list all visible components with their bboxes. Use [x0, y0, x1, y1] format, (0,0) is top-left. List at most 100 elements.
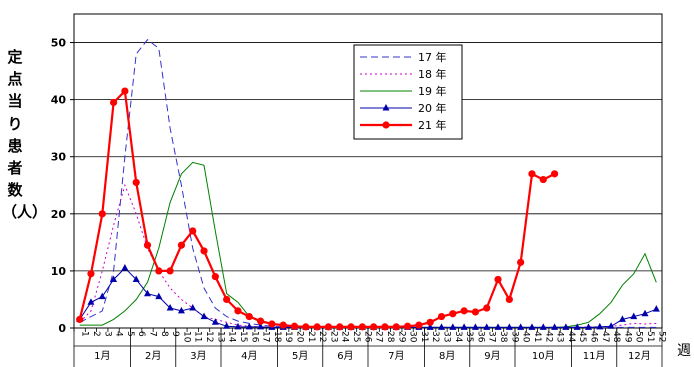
y-tick-label: 50 [51, 37, 67, 50]
data-point-circle [426, 318, 434, 326]
data-point-circle [358, 323, 366, 331]
x-tick-label: 6 [136, 331, 146, 337]
data-point-circle [268, 320, 276, 328]
data-point-triangle [223, 322, 231, 329]
month-label: 2月 [145, 350, 161, 362]
data-point-circle [132, 178, 140, 187]
x-tick-label: 5 [125, 331, 135, 337]
data-point-circle [177, 241, 186, 249]
data-point-circle [460, 307, 468, 315]
data-point-circle [415, 321, 423, 329]
data-point-triangle [494, 323, 502, 330]
y-tick-label: 30 [51, 151, 67, 164]
y-tick-label: 40 [51, 94, 67, 107]
x-tick-label: 16 [249, 331, 259, 343]
y-tick-label: 20 [51, 208, 67, 221]
data-point-triangle [166, 304, 174, 311]
x-tick-label: 9 [170, 331, 180, 337]
x-tick-label: 35 [464, 331, 474, 342]
data-point-circle [245, 312, 253, 321]
data-point-circle [200, 247, 208, 255]
data-point-circle [550, 170, 559, 178]
data-point-triangle [449, 323, 457, 330]
x-tick-label: 4 [114, 331, 124, 337]
legend-box [353, 44, 463, 140]
data-point-triangle [200, 312, 208, 320]
x-axis-unit-label: 週 [677, 343, 691, 359]
data-point-circle [98, 210, 106, 218]
data-point-triangle [517, 323, 525, 330]
data-point-circle [143, 241, 152, 249]
data-point-triangle [87, 298, 95, 305]
data-point-triangle [98, 292, 106, 300]
data-point-circle [403, 322, 412, 330]
data-point-triangle [641, 309, 649, 317]
data-point-triangle [539, 323, 547, 330]
data-point-triangle [652, 305, 660, 312]
data-point-triangle [585, 323, 592, 330]
x-tick-label: 37 [487, 331, 497, 342]
x-tick-label: 27 [374, 331, 384, 342]
legend-label: 19 年 [418, 84, 447, 98]
x-tick-label: 41 [532, 331, 542, 342]
data-point-triangle [483, 323, 491, 330]
data-point-triangle [211, 318, 219, 325]
data-point-circle [483, 304, 491, 312]
data-point-triangle [630, 312, 638, 320]
data-point-triangle [177, 306, 185, 314]
legend-label: 18 年 [418, 67, 447, 81]
x-tick-label: 18 [272, 331, 282, 343]
data-point-triangle [471, 323, 479, 330]
x-tick-label: 46 [589, 331, 599, 343]
month-label: 1月 [94, 350, 110, 362]
x-tick-label: 7 [148, 331, 158, 337]
month-label: 5月 [292, 350, 308, 362]
data-point-triangle [528, 323, 536, 330]
x-tick-label: 49 [622, 331, 632, 343]
data-point-triangle [234, 322, 242, 330]
x-tick-label: 42 [543, 331, 553, 342]
data-point-circle [109, 98, 118, 107]
data-point-triangle [245, 322, 253, 330]
data-point-triangle [110, 275, 118, 282]
x-tick-label: 48 [611, 331, 621, 343]
legend-label: 20 年 [418, 101, 447, 115]
data-point-circle [392, 323, 400, 331]
month-label: 11月 [583, 350, 606, 362]
x-tick-label: 32 [430, 331, 440, 342]
data-point-triangle [551, 323, 559, 330]
data-point-triangle [562, 323, 570, 330]
month-label: 9月 [484, 350, 500, 362]
data-point-circle [505, 295, 513, 304]
legend-marker [382, 121, 390, 129]
data-point-triangle [596, 322, 604, 330]
x-tick-label: 17 [261, 331, 271, 342]
x-tick-label: 50 [634, 331, 644, 343]
data-point-circle [336, 323, 344, 331]
x-tick-label: 28 [385, 331, 395, 343]
data-point-circle [223, 295, 231, 304]
month-label: 12月 [628, 350, 651, 362]
data-point-triangle [121, 264, 129, 271]
x-tick-label: 24 [340, 331, 350, 343]
data-point-triangle [438, 323, 445, 330]
data-point-triangle [618, 315, 626, 322]
data-point-circle [539, 175, 547, 184]
x-tick-label: 34 [453, 331, 463, 343]
x-tick-label: 1 [80, 331, 90, 337]
x-tick-label: 36 [475, 331, 485, 343]
data-point-circle [370, 323, 378, 331]
x-tick-label: 26 [362, 331, 372, 343]
legend-label: 21 年 [418, 118, 447, 132]
data-point-circle [189, 227, 197, 235]
x-tick-label: 14 [227, 331, 237, 343]
data-point-triangle [132, 275, 140, 282]
x-tick-label: 29 [396, 331, 406, 343]
x-tick-label: 8 [159, 331, 169, 337]
data-point-triangle [189, 304, 197, 311]
x-tick-label: 44 [566, 331, 576, 343]
x-tick-label: 11 [193, 331, 203, 342]
data-point-triangle [460, 323, 468, 330]
data-point-circle [279, 321, 287, 329]
